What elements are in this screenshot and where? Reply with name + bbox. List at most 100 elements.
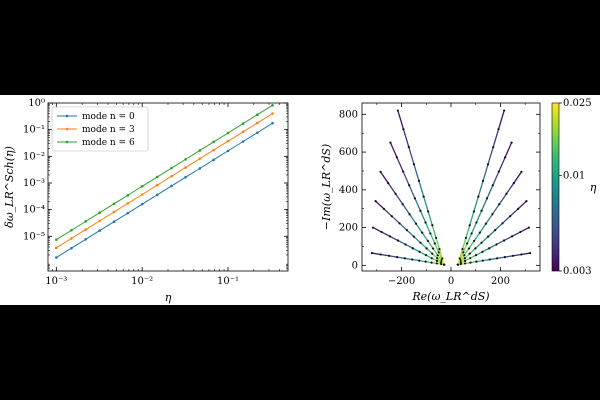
- branch-point: [419, 241, 422, 244]
- branch-segment: [492, 128, 500, 148]
- series-point-1: [256, 121, 259, 125]
- branch-point: [398, 222, 401, 225]
- branch-segment: [397, 110, 405, 130]
- branch-point: [404, 243, 407, 246]
- branch-segment: [520, 227, 530, 233]
- branch-segment: [408, 184, 416, 199]
- series-point-2: [241, 122, 245, 125]
- branch-point: [396, 255, 399, 259]
- branch-segment: [469, 211, 475, 226]
- series-point-2: [112, 202, 116, 206]
- branch-segment: [409, 213, 417, 225]
- x-tick-label: 10⁻¹: [217, 276, 239, 287]
- branch-point: [501, 222, 504, 225]
- branch-segment: [389, 142, 398, 158]
- branch-point: [492, 146, 495, 149]
- branch-point: [519, 230, 522, 234]
- branch-point: [436, 257, 439, 260]
- branch-point: [487, 235, 490, 238]
- branch-segment: [413, 236, 421, 244]
- branch-point: [466, 242, 469, 245]
- series-point-2: [256, 113, 259, 117]
- branch-point: [442, 263, 446, 266]
- series-point-0: [170, 184, 173, 188]
- branch-point: [426, 239, 429, 243]
- branch-segment: [381, 231, 391, 237]
- y-tick-label: 10⁻¹: [23, 125, 45, 136]
- branch-point: [407, 146, 410, 149]
- branch-point: [425, 247, 428, 250]
- branch-point: [505, 192, 508, 195]
- branch-segment: [486, 184, 494, 199]
- branch-point: [424, 221, 427, 224]
- series-point-2: [170, 166, 173, 170]
- branch-point: [418, 250, 421, 253]
- branch-point: [402, 128, 405, 131]
- branch-point: [436, 254, 439, 257]
- branch-point: [387, 254, 391, 257]
- y-tick-label: 600: [339, 147, 358, 158]
- branch-segment: [498, 157, 506, 172]
- branch-segment: [391, 215, 400, 224]
- branch-segment: [482, 164, 489, 182]
- branch-segment: [380, 171, 389, 184]
- branch-point: [411, 258, 414, 261]
- series-point-2: [271, 104, 274, 107]
- branch-point: [463, 257, 466, 260]
- branch-segment: [429, 233, 436, 244]
- branch-segment: [512, 253, 522, 257]
- branch-segment: [485, 213, 493, 225]
- branch-point: [412, 163, 416, 166]
- branch-segment: [463, 248, 470, 256]
- branch-point: [497, 170, 500, 173]
- branch-segment: [427, 211, 433, 226]
- branch-segment: [395, 193, 404, 205]
- branch-point: [484, 222, 488, 225]
- branch-point: [389, 141, 392, 144]
- x-tick-label: 200: [491, 276, 510, 287]
- branch-point: [481, 259, 484, 262]
- branch-segment: [503, 235, 513, 242]
- branch-segment: [474, 242, 482, 249]
- colorbar-tick-label: 0.003: [563, 266, 592, 277]
- branch-point: [379, 253, 382, 256]
- branch-point: [421, 231, 424, 234]
- branch-segment: [487, 146, 494, 165]
- branch-point: [512, 181, 515, 185]
- series-point-0: [70, 246, 73, 250]
- branch-segment: [423, 196, 429, 212]
- series-point-0: [84, 237, 88, 241]
- branch-segment: [414, 198, 422, 212]
- series-point-0: [198, 167, 202, 170]
- branch-point: [374, 200, 377, 203]
- series-point-0: [212, 158, 215, 162]
- series-point-1: [126, 202, 130, 205]
- branch-segment: [492, 171, 500, 186]
- branch-point: [517, 207, 520, 210]
- branch-segment: [372, 227, 382, 233]
- series-line-1: [56, 113, 273, 249]
- series-point-0: [256, 131, 259, 134]
- series-point-2: [70, 228, 73, 232]
- series-line-0: [56, 122, 273, 258]
- legend-label-1: mode n = 3: [82, 125, 135, 135]
- colorbar-label: η: [590, 181, 597, 194]
- series-point-1: [271, 112, 274, 115]
- series-point-1: [198, 157, 202, 160]
- branch-segment: [431, 253, 438, 259]
- legend-marker-0: [65, 114, 69, 118]
- branch-segment: [465, 225, 471, 239]
- branch-segment: [412, 247, 420, 253]
- branch-segment: [396, 157, 404, 172]
- series-point-1: [184, 166, 187, 169]
- branch-segment: [424, 222, 431, 234]
- branch-point: [529, 251, 532, 255]
- x-tick-label: 10⁻²: [131, 276, 153, 287]
- branch-point: [503, 109, 506, 112]
- branch-point: [435, 262, 438, 265]
- branch-point: [396, 109, 399, 112]
- series-point-1: [212, 148, 215, 152]
- series-point-2: [184, 158, 187, 161]
- branch-segment: [383, 208, 393, 217]
- y-tick-label: 10⁻⁵: [23, 231, 45, 242]
